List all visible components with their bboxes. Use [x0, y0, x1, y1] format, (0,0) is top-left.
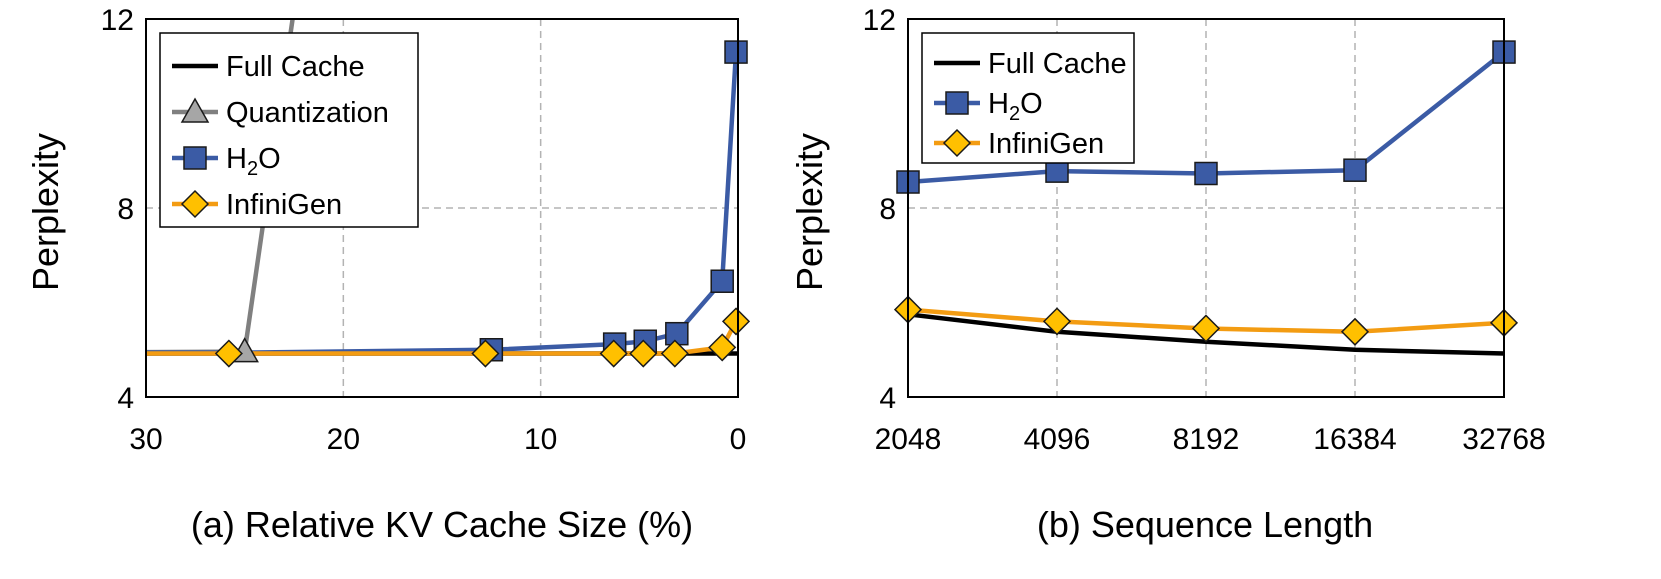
chart-b-x-tick-label-2: 8192 — [1173, 423, 1240, 456]
chart-a-ticks: 30 20 10 0 4 8 12 — [101, 4, 747, 456]
chart-b-y-tick-label-2: 12 — [863, 4, 896, 37]
chart-a-legend: Full Cache Quantization H2O InfiniGen — [159, 32, 419, 228]
chart-b-frame — [907, 18, 1505, 398]
chart-b-y-axis-label: Perplexity — [789, 133, 830, 291]
chart-a-legend-label-infinigen: InfiniGen — [226, 189, 342, 221]
chart-a-legend-marker-h2o — [183, 146, 207, 170]
chart-a-legend-marker-quantization — [180, 97, 210, 123]
chart-a-point-infinigen-6 — [721, 307, 751, 336]
chart-a-plot-border — [145, 18, 739, 398]
chart-b: 2048 4096 8192 16384 32768 4 8 12 Perplexity (b… — [789, 4, 1546, 545]
chart-a-point-h2o-5 — [724, 40, 748, 64]
chart-b-x-tick-label-1: 4096 — [1024, 423, 1091, 456]
chart-a-point-h2o-3 — [665, 321, 689, 346]
chart-b-legend-marker-h2o — [945, 91, 969, 115]
chart-b-y-tick-label-1: 8 — [879, 193, 896, 226]
chart-b-caption: (b) Sequence Length — [1037, 504, 1373, 545]
chart-a-markers — [214, 40, 751, 368]
chart-a-point-infinigen-1 — [471, 339, 500, 368]
chart-a-legend-label-quantization: Quantization — [226, 97, 389, 129]
chart-b-legend-label-infinigen: InfiniGen — [988, 128, 1104, 160]
chart-a-caption: (a) Relative KV Cache Size (%) — [191, 504, 693, 545]
chart-b-legend-label-full-cache: Full Cache — [988, 48, 1127, 80]
chart-a-x-tick-label-3: 0 — [730, 423, 747, 456]
chart-b-ticks: 2048 4096 8192 16384 32768 4 8 12 — [863, 4, 1546, 456]
chart-b-point-h2o-2 — [1194, 161, 1218, 186]
chart-a-legend-label-sub: 2 — [247, 158, 258, 180]
chart-a-point-infinigen-4 — [660, 339, 689, 368]
chart-a-y-tick-label-0: 4 — [117, 382, 134, 415]
chart-b-legend-label-part: O — [1020, 88, 1043, 120]
chart-a: 30 20 10 0 4 8 12 Perplexity (a) Relative KV C… — [25, 4, 751, 545]
chart-a-legend-label-h2o: H2O — [226, 143, 281, 180]
chart-a-y-tick-label-1: 8 — [117, 193, 134, 226]
chart-a-x-tick-label-1: 20 — [327, 423, 360, 456]
chart-a-y-tick-label-2: 12 — [101, 4, 134, 37]
chart-b-point-h2o-3 — [1343, 158, 1367, 182]
chart-a-legend-marker-infinigen — [180, 189, 210, 219]
chart-b-x-tick-label-4: 32768 — [1462, 423, 1545, 456]
chart-a-legend-label-full-cache: Full Cache — [226, 51, 365, 83]
chart-a-point-infinigen-0 — [214, 339, 243, 368]
chart-a-legend-label-part: H — [226, 143, 247, 175]
chart-b-legend-label-sub: 2 — [1009, 103, 1020, 125]
chart-b-y-tick-label-0: 4 — [879, 382, 896, 415]
chart-b-point-infinigen-3 — [1340, 317, 1370, 346]
chart-b-plot-border — [907, 18, 1505, 398]
chart-b-x-tick-label-3: 16384 — [1313, 423, 1396, 456]
chart-b-x-tick-label-0: 2048 — [875, 423, 942, 456]
chart-a-point-infinigen-5 — [708, 333, 737, 362]
chart-a-y-axis-label: Perplexity — [25, 133, 66, 291]
chart-b-point-infinigen-1 — [1042, 307, 1072, 336]
chart-b-legend-marker-infinigen — [942, 128, 972, 158]
chart-b-legend-label-part: H — [988, 88, 1009, 120]
chart-a-point-h2o-4 — [710, 269, 734, 293]
chart-a-x-tick-label-2: 10 — [524, 423, 557, 456]
chart-b-point-infinigen-2 — [1191, 314, 1221, 343]
chart-a-legend-label-part: O — [258, 143, 281, 175]
chart-a-point-infinigen-2 — [599, 339, 628, 368]
chart-b-legend-label-h2o: H2O — [988, 88, 1043, 125]
chart-a-frame — [145, 18, 739, 398]
chart-a-x-tick-label-0: 30 — [129, 423, 162, 456]
chart-a-point-infinigen-3 — [629, 339, 658, 368]
